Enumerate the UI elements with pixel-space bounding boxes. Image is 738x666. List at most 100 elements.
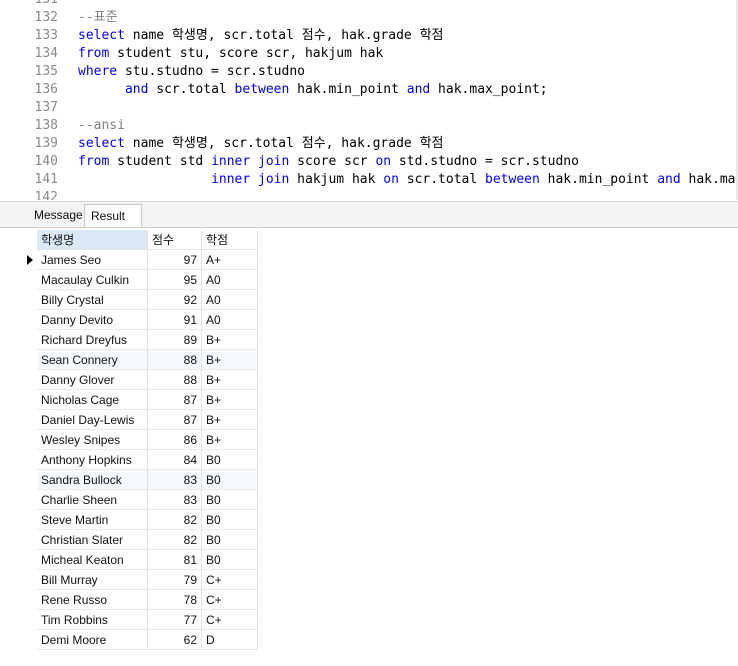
cell-name[interactable]: Richard Dreyfus bbox=[37, 330, 148, 350]
cell-score[interactable]: 62 bbox=[148, 630, 202, 650]
cell-score[interactable]: 95 bbox=[148, 270, 202, 290]
cell-name[interactable]: Macaulay Culkin bbox=[37, 270, 148, 290]
line-number: 131 bbox=[0, 0, 58, 9]
column-header-grade[interactable]: 학점 bbox=[202, 230, 258, 250]
cell-score[interactable]: 82 bbox=[148, 510, 202, 530]
code-line[interactable]: 138 --ansi bbox=[0, 117, 738, 135]
cell-grade[interactable]: B0 bbox=[202, 510, 258, 530]
cell-grade[interactable]: B0 bbox=[202, 450, 258, 470]
cell-grade[interactable]: A+ bbox=[202, 250, 258, 270]
cell-grade[interactable]: C+ bbox=[202, 590, 258, 610]
cell-name[interactable]: Tim Robbins bbox=[37, 610, 148, 630]
code-line[interactable]: 139 select name 학생명, scr.total 점수, hak.gr… bbox=[0, 135, 738, 153]
cell-score[interactable]: 86 bbox=[148, 430, 202, 450]
tab-result-1[interactable]: Result 1 bbox=[84, 204, 142, 245]
cell-name[interactable]: Sean Connery bbox=[37, 350, 148, 370]
code-line[interactable]: 142 bbox=[0, 189, 738, 200]
cell-score[interactable]: 82 bbox=[148, 530, 202, 550]
cell-grade[interactable]: A0 bbox=[202, 290, 258, 310]
row-indicator bbox=[24, 610, 37, 630]
cell-name[interactable]: Sandra Bullock bbox=[37, 470, 148, 490]
sql-text: student stu, score scr, hakjum hak bbox=[109, 46, 384, 61]
cell-name[interactable]: Charlie Sheen bbox=[37, 490, 148, 510]
cell-grade[interactable]: A0 bbox=[202, 270, 258, 290]
cell-score[interactable]: 87 bbox=[148, 390, 202, 410]
cell-score[interactable]: 89 bbox=[148, 330, 202, 350]
sql-text: std.studno = scr.studno bbox=[391, 154, 579, 169]
tab-message[interactable]: Message bbox=[34, 208, 83, 222]
code-line[interactable]: 131 bbox=[0, 0, 738, 9]
cell-score[interactable]: 81 bbox=[148, 550, 202, 570]
cell-name[interactable]: Bill Murray bbox=[37, 570, 148, 590]
cell-name[interactable]: Wesley Snipes bbox=[37, 430, 148, 450]
cell-score[interactable]: 88 bbox=[148, 350, 202, 370]
sql-comment: --표준 bbox=[78, 10, 118, 25]
line-number: 132 bbox=[34, 10, 58, 25]
line-number: 141 bbox=[34, 172, 58, 187]
row-indicator bbox=[24, 350, 37, 370]
cell-score[interactable]: 77 bbox=[148, 610, 202, 630]
cell-name[interactable]: Nicholas Cage bbox=[37, 390, 148, 410]
cell-grade[interactable]: B+ bbox=[202, 330, 258, 350]
code-line[interactable]: 134 from student stu, score scr, hakjum h… bbox=[0, 45, 738, 63]
code-line[interactable]: 136 and scr.total between hak.min_point … bbox=[0, 81, 738, 99]
row-indicator bbox=[24, 270, 37, 290]
code-line[interactable]: 137 bbox=[0, 99, 738, 117]
cell-score[interactable]: 78 bbox=[148, 590, 202, 610]
sql-text: name 학생명, scr.total 점수, hak.grade 학점 bbox=[124, 28, 444, 43]
sql-comment: --ansi bbox=[78, 118, 125, 133]
cell-name[interactable]: Danny Glover bbox=[37, 370, 148, 390]
cell-name[interactable]: Christian Slater bbox=[37, 530, 148, 550]
column-header-name[interactable]: 학생명 bbox=[37, 230, 148, 250]
sql-text bbox=[78, 172, 211, 187]
cell-score[interactable]: 87 bbox=[148, 410, 202, 430]
cell-grade[interactable]: A0 bbox=[202, 310, 258, 330]
cell-score[interactable]: 88 bbox=[148, 370, 202, 390]
cell-grade[interactable]: B0 bbox=[202, 490, 258, 510]
cell-grade[interactable]: B0 bbox=[202, 550, 258, 570]
row-indicator bbox=[24, 510, 37, 530]
cell-score[interactable]: 84 bbox=[148, 450, 202, 470]
cell-grade[interactable]: B0 bbox=[202, 470, 258, 490]
cell-score[interactable]: 83 bbox=[148, 490, 202, 510]
cell-name[interactable]: Daniel Day-Lewis bbox=[37, 410, 148, 430]
cell-grade[interactable]: D bbox=[202, 630, 258, 650]
sql-text: hak.max_point; bbox=[430, 82, 548, 97]
cell-name[interactable]: Rene Russo bbox=[37, 590, 148, 610]
editor-scrollbar[interactable] bbox=[736, 0, 738, 200]
cell-grade[interactable]: C+ bbox=[202, 610, 258, 630]
cell-grade[interactable]: B+ bbox=[202, 370, 258, 390]
cell-name[interactable]: James Seo bbox=[37, 250, 148, 270]
cell-grade[interactable]: B+ bbox=[202, 390, 258, 410]
code-line[interactable]: 135 where stu.studno = scr.studno bbox=[0, 63, 738, 81]
cell-score[interactable]: 97 bbox=[148, 250, 202, 270]
cell-grade[interactable]: B+ bbox=[202, 410, 258, 430]
cell-name[interactable]: Anthony Hopkins bbox=[37, 450, 148, 470]
cell-name[interactable]: Billy Crystal bbox=[37, 290, 148, 310]
line-number: 142 bbox=[34, 190, 58, 200]
cell-name[interactable]: Demi Moore bbox=[37, 630, 148, 650]
row-indicator bbox=[24, 310, 37, 330]
cell-score[interactable]: 92 bbox=[148, 290, 202, 310]
column-header-score[interactable]: 점수 bbox=[148, 230, 202, 250]
sql-keyword: and bbox=[657, 172, 681, 187]
row-indicator bbox=[24, 470, 37, 490]
code-line[interactable]: 141 inner join hakjum hak on scr.total b… bbox=[0, 171, 738, 189]
cell-score[interactable]: 91 bbox=[148, 310, 202, 330]
cell-grade[interactable]: B+ bbox=[202, 430, 258, 450]
cell-score[interactable]: 79 bbox=[148, 570, 202, 590]
code-line[interactable]: 133 select name 학생명, scr.total 점수, hak.gr… bbox=[0, 27, 738, 45]
sql-editor[interactable]: 131132 --표준 133 select name 학생명, scr.total … bbox=[0, 0, 738, 200]
cell-name[interactable]: Micheal Keaton bbox=[37, 550, 148, 570]
code-text: --ansi bbox=[78, 117, 125, 135]
cell-grade[interactable]: C+ bbox=[202, 570, 258, 590]
code-line[interactable]: 140 from student std inner join score scr… bbox=[0, 153, 738, 171]
cell-grade[interactable]: B0 bbox=[202, 530, 258, 550]
code-line[interactable]: 132 --표준 bbox=[0, 9, 738, 27]
cell-grade[interactable]: B+ bbox=[202, 350, 258, 370]
cell-name[interactable]: Steve Martin bbox=[37, 510, 148, 530]
sql-text: score scr bbox=[289, 154, 376, 169]
cell-score[interactable]: 83 bbox=[148, 470, 202, 490]
cell-name[interactable]: Danny Devito bbox=[37, 310, 148, 330]
sql-text: scr.total bbox=[148, 82, 235, 97]
